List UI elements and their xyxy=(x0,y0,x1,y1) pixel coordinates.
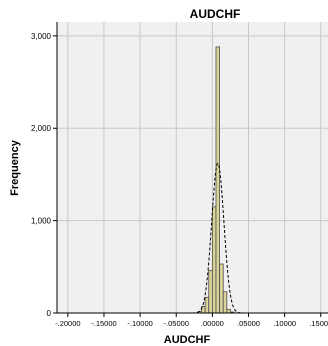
histogram-bar xyxy=(215,46,220,314)
x-tick-label: .15000 xyxy=(309,319,328,328)
histogram-bar xyxy=(211,206,217,314)
histogram-bar xyxy=(204,296,210,314)
y-axis-ticks: 0 1,000 2,000 3,000 xyxy=(31,32,57,318)
histogram-bar xyxy=(222,291,228,314)
normal-curve xyxy=(187,162,249,314)
histogram-bar xyxy=(219,263,224,314)
y-tick-label: 1,000 xyxy=(31,217,52,226)
x-tick-label: -.10000 xyxy=(127,319,152,328)
x-axis-label: AUDCHF xyxy=(164,334,211,346)
x-tick-label: -.15000 xyxy=(91,319,116,328)
y-axis-label: Frequency xyxy=(9,139,21,196)
x-axis-ticks: -.20000 -.15000 -.10000 -.05000 .00000 .05000… xyxy=(55,313,328,328)
grid-lines xyxy=(57,22,328,313)
x-tick-label: -.05000 xyxy=(164,319,189,328)
x-tick-label: .05000 xyxy=(237,319,260,328)
histogram-bar xyxy=(226,308,231,314)
x-tick-label: .00000 xyxy=(201,319,224,328)
plot-area xyxy=(57,22,328,313)
y-tick-label: 0 xyxy=(47,309,52,318)
y-tick-label: 3,000 xyxy=(31,32,52,41)
y-tick-label: 2,000 xyxy=(31,124,52,133)
x-tick-label: -.20000 xyxy=(55,319,80,328)
x-tick-label: .10000 xyxy=(273,319,296,328)
histogram-bar xyxy=(208,270,213,314)
chart-title: AUDCHF xyxy=(190,7,241,21)
